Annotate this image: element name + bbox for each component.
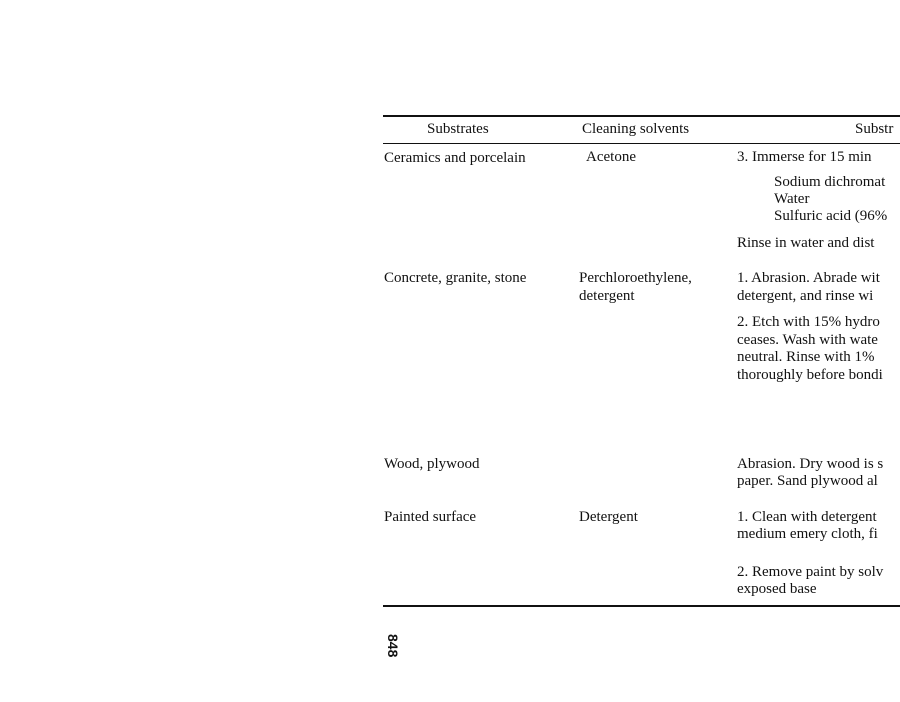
cell-treatment: 2. Etch with 15% hydro: [737, 314, 880, 330]
cell-solvent: Acetone: [586, 149, 636, 165]
cell-treatment: neutral. Rinse with 1%: [737, 349, 875, 365]
cell-treatment: Water: [774, 191, 810, 207]
cell-solvent: Detergent: [579, 509, 638, 525]
cell-solvent: detergent: [579, 288, 635, 304]
cell-substrate: Painted surface: [384, 509, 477, 525]
table-top-rule: [383, 115, 900, 117]
table-bottom-rule: [383, 605, 900, 607]
cell-treatment: Abrasion. Dry wood is s: [737, 456, 884, 472]
cell-treatment: 2. Remove paint by solv: [737, 564, 884, 580]
cell-treatment: exposed base: [737, 581, 817, 597]
cell-treatment: Rinse in water and dist: [737, 235, 875, 251]
header-rule: [383, 143, 900, 144]
cell-treatment: paper. Sand plywood al: [737, 473, 878, 489]
cell-substrate: Concrete, granite, stone: [384, 270, 527, 286]
cell-treatment: 3. Immerse for 15 min: [737, 149, 872, 165]
cell-treatment: 1. Abrasion. Abrade wit: [737, 270, 880, 286]
cell-treatment: 1. Clean with detergent: [737, 509, 877, 525]
header-cleaning-solvents: Cleaning solvents: [582, 121, 690, 137]
header-substrate-treatment: Substr: [855, 121, 894, 137]
cell-substrate: Wood, plywood: [384, 456, 480, 472]
cell-treatment: Sulfuric acid (96%: [774, 208, 888, 224]
cell-solvent: Perchloroethylene,: [579, 270, 692, 286]
cell-substrate: Ceramics and porcelain: [384, 150, 526, 166]
cell-treatment: detergent, and rinse wi: [737, 288, 874, 304]
cell-treatment: medium emery cloth, fi: [737, 526, 878, 542]
cell-treatment: thoroughly before bondi: [737, 367, 883, 383]
header-substrates: Substrates: [427, 121, 489, 137]
page-number: 848: [385, 634, 401, 658]
cell-treatment: ceases. Wash with wate: [737, 332, 878, 348]
cell-treatment: Sodium dichromat: [774, 174, 886, 190]
